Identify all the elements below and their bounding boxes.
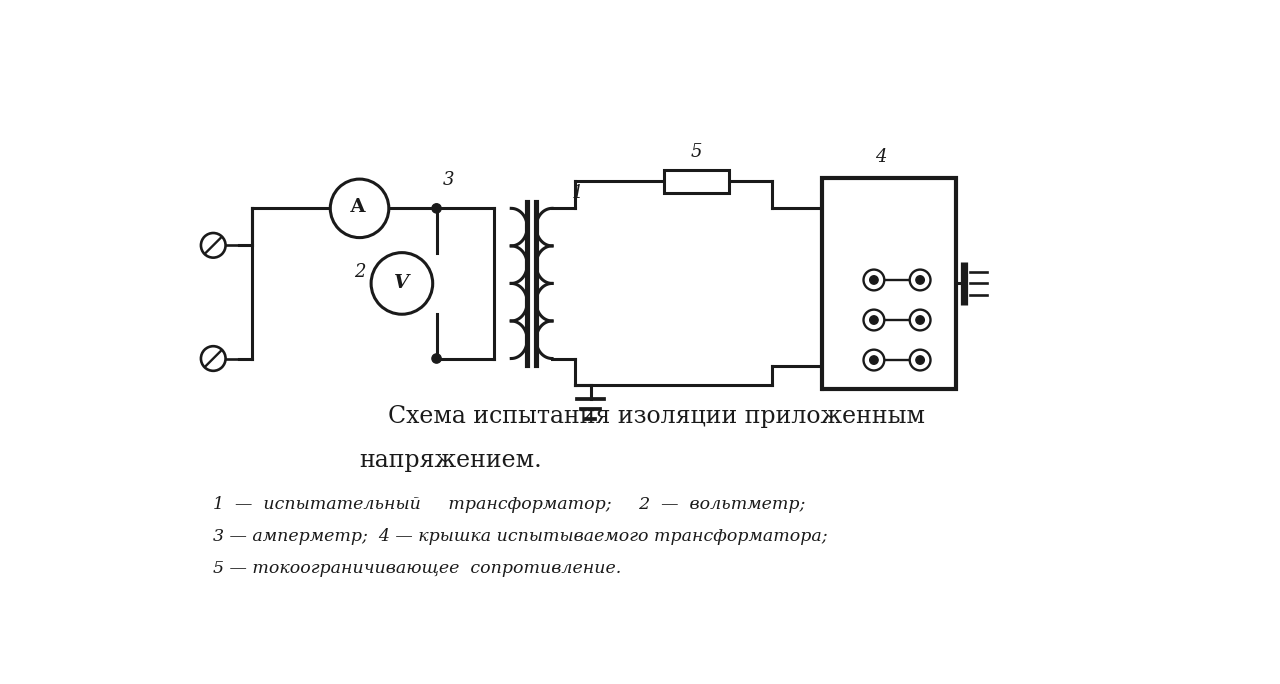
Circle shape [864,269,884,291]
Text: Схема испытания изоляции приложенным: Схема испытания изоляции приложенным [388,405,924,428]
Circle shape [916,356,924,365]
Circle shape [910,350,931,371]
Circle shape [910,310,931,330]
Circle shape [910,269,931,291]
Bar [822,178,956,389]
Bar [664,170,730,193]
Text: 5: 5 [691,143,703,161]
Text: 1  —  испытательный     трансформатор;     2  —  вольтметр;: 1 — испытательный трансформатор; 2 — вол… [214,496,805,512]
Text: 1: 1 [571,184,582,202]
Text: 4: 4 [876,148,887,166]
Text: А: А [349,198,366,216]
Circle shape [864,310,884,330]
Text: V: V [394,274,410,293]
Circle shape [869,316,878,324]
Circle shape [864,350,884,371]
Text: напряжением.: напряжением. [360,449,543,473]
Circle shape [916,276,924,285]
Text: 5 — токоограничивающее  сопротивление.: 5 — токоограничивающее сопротивление. [214,560,622,577]
Circle shape [371,252,433,314]
Text: 2: 2 [353,263,365,281]
Circle shape [916,316,924,324]
Text: 3: 3 [443,171,454,189]
Circle shape [330,179,389,237]
Circle shape [869,356,878,365]
Text: 3 — амперметр;  4 — крышка испытываемого трансформатора;: 3 — амперметр; 4 — крышка испытываемого … [214,528,828,545]
Circle shape [431,204,442,213]
Circle shape [869,276,878,285]
Circle shape [431,354,442,363]
